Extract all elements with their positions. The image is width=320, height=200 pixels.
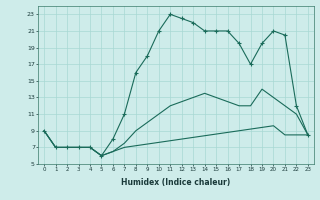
X-axis label: Humidex (Indice chaleur): Humidex (Indice chaleur) <box>121 178 231 187</box>
